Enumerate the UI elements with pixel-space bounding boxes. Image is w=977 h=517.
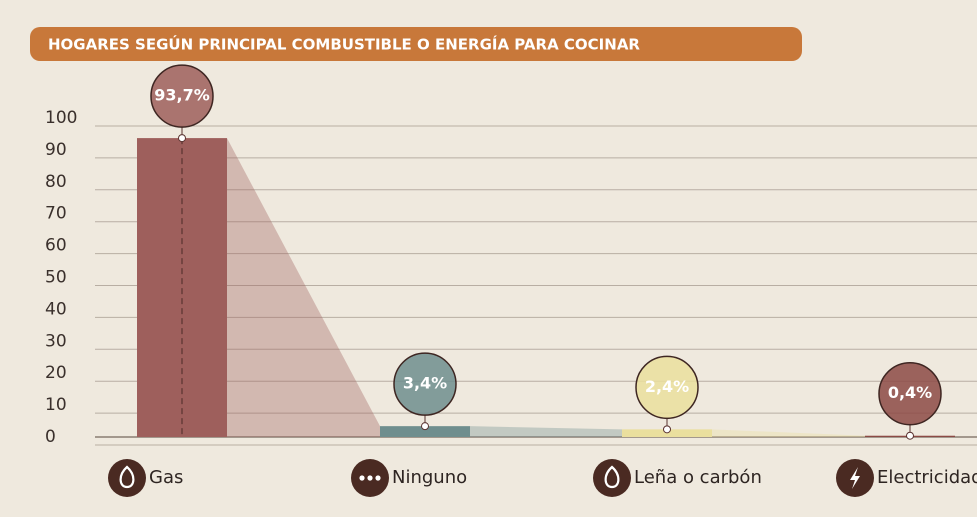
icon-dot [367, 475, 373, 481]
icon-bolt [850, 467, 860, 489]
y-tick-label: 100 [45, 108, 77, 128]
bar-shadow [712, 429, 865, 437]
value-bubble [635, 355, 699, 420]
legend-icon [593, 459, 631, 497]
icon-dot [375, 475, 381, 481]
bar [380, 426, 470, 437]
chart-title: HOGARES SEGÚN PRINCIPAL COMBUSTIBLE O EN… [48, 35, 640, 54]
title-banner [30, 27, 802, 61]
bar-shadow [227, 138, 380, 438]
value-label: 0,4% [888, 383, 932, 402]
bar [137, 138, 227, 438]
value-bubble [393, 352, 457, 416]
x-tick-label: Gas [149, 467, 183, 488]
y-tick-label: 70 [45, 204, 67, 224]
bar-top-dot [663, 425, 671, 434]
x-tick-label: Leña o carbón [634, 467, 762, 488]
y-tick-label: 20 [45, 363, 67, 383]
bar-shadow [470, 426, 622, 437]
value-label: 2,4% [645, 377, 689, 396]
bar-top-dot [906, 431, 914, 440]
y-tick-label: 50 [45, 268, 67, 288]
bar-top-dot [178, 134, 186, 143]
bar-top-dot [421, 422, 429, 431]
x-tick-label: Electricidad [877, 467, 977, 488]
value-bubble [878, 361, 942, 426]
y-tick-label: 0 [45, 427, 56, 447]
y-tick-label: 30 [45, 331, 67, 351]
icon-dot [359, 475, 365, 481]
y-tick-label: 60 [45, 236, 67, 256]
icon-flame [119, 465, 135, 489]
value-bubble [150, 64, 214, 128]
y-tick-label: 40 [45, 299, 67, 319]
y-tick-label: 90 [45, 140, 67, 160]
y-tick-label: 80 [45, 172, 67, 192]
legend-icon [108, 459, 146, 497]
value-label: 93,7% [154, 86, 210, 105]
x-tick-label: Ninguno [392, 467, 467, 488]
y-tick-label: 10 [45, 395, 67, 415]
value-label: 3,4% [403, 374, 447, 393]
icon-flame [604, 465, 620, 489]
